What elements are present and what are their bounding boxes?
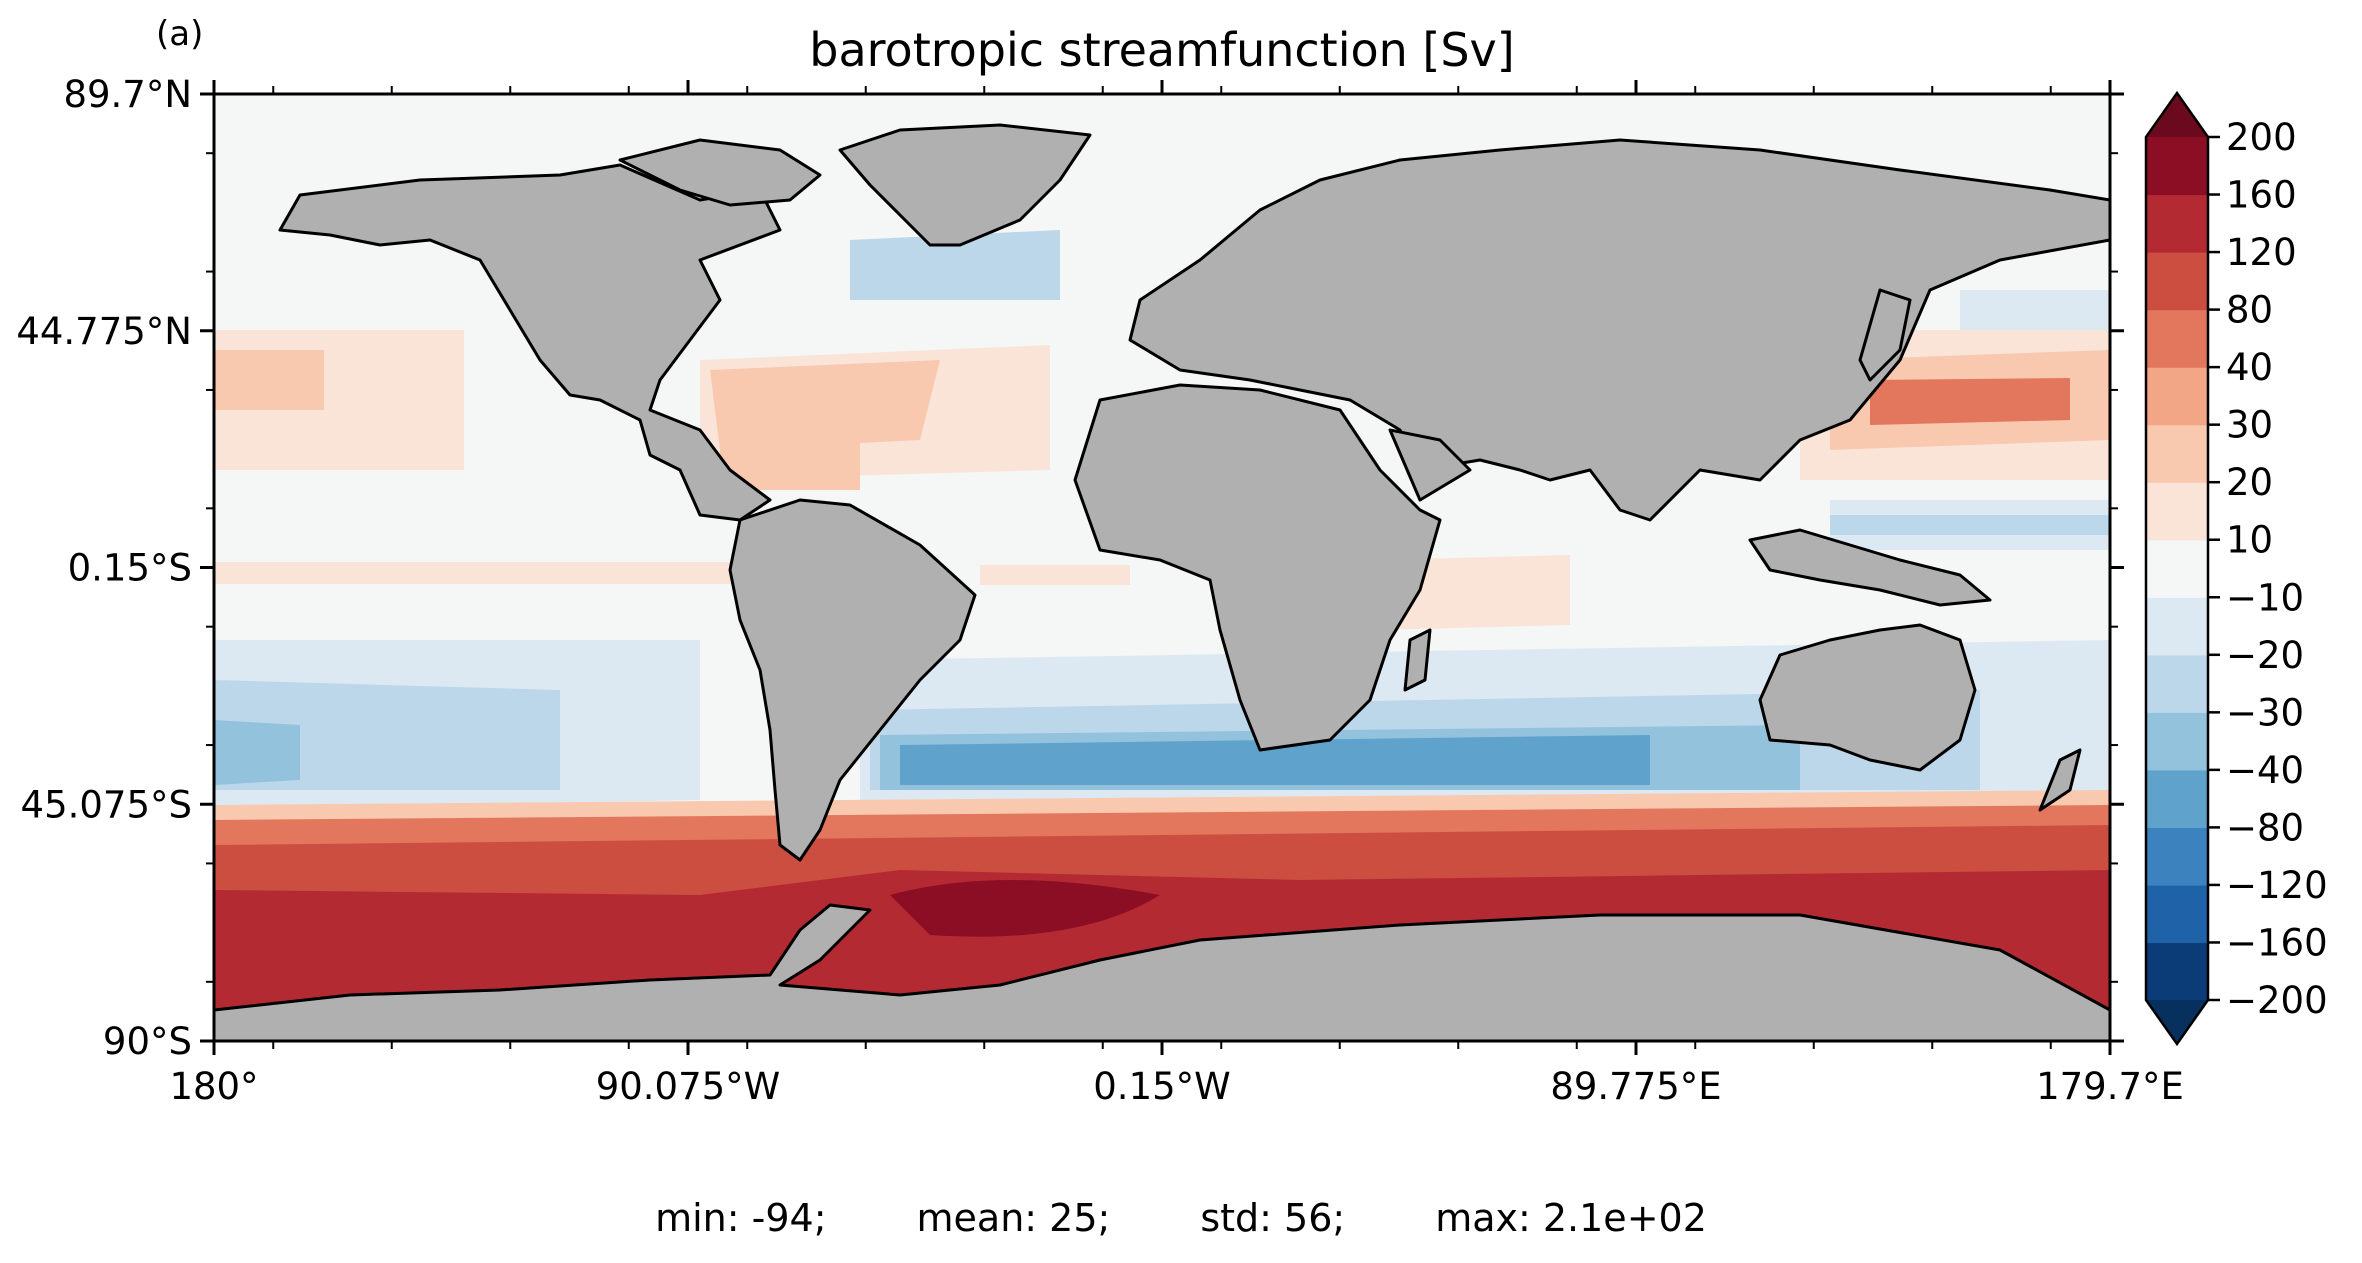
x-tick-label: 180° (169, 1065, 258, 1108)
colorbar-segment (2146, 654, 2208, 713)
colorbar-tick-label: −120 (2226, 864, 2328, 907)
band-equator-pacific (214, 562, 734, 584)
colorbar-segment (2146, 194, 2208, 253)
band-south-indian-neg4 (900, 735, 1650, 785)
colorbar-extend-max (2146, 93, 2208, 137)
band-north-pacific-pos-core (214, 350, 324, 410)
land-south-america (728, 498, 977, 862)
band-south-pacific-neg2 (214, 680, 560, 790)
land-antarctica (214, 903, 2110, 1041)
band-acc-160 (890, 880, 1160, 937)
colorbar-segment (2146, 942, 2208, 1001)
colorbar-tick-label: 40 (2226, 346, 2273, 389)
x-tick-label: 90.075°W (596, 1065, 781, 1108)
band-caribbean (720, 440, 860, 490)
band-subpolar-atlantic (850, 230, 1060, 300)
colorbar-tick-label: −160 (2226, 921, 2328, 964)
colorbar: −200 −160 −120 −80 −40 −30 −20 −10 10 20 30 40 80 120… (2144, 90, 2328, 1047)
stat-std: std: 56; (1200, 1196, 1346, 1240)
band-gulf-stream-core (710, 360, 940, 450)
stat-min: min: -94; (655, 1196, 827, 1240)
colorbar-tick-label: 10 (2226, 519, 2273, 562)
land-arabia-india-gap (1388, 428, 1472, 502)
colorbar-tick-label: 120 (2226, 231, 2297, 274)
panel-label: (a) (156, 14, 203, 54)
land-new-zealand (2038, 748, 2082, 812)
chart-title: barotropic streamfunction [Sv] (809, 23, 1514, 77)
colorbar-tick-label: 80 (2226, 289, 2273, 332)
colorbar-segment (2146, 424, 2208, 483)
x-tick-label: 179.7°E (2036, 1065, 2184, 1108)
band-south-pacific-neg3 (214, 720, 300, 785)
map-plot-area (214, 94, 2110, 1041)
stat-max: max: 2.1e+02 (1435, 1196, 1707, 1240)
statistics-line: min: -94; mean: 25; std: 56; max: 2.1e+02 (0, 1196, 2362, 1240)
y-tick-label: 0.15°S (68, 547, 192, 590)
colorbar-tick-label: 200 (2226, 116, 2297, 159)
land-greenland (838, 123, 1092, 247)
stat-mean: mean: 25; (916, 1196, 1111, 1240)
colorbar-tick-label: −20 (2226, 634, 2304, 677)
y-tick-label: 89.7°N (63, 73, 192, 116)
colorbar-tick-label: −80 (2226, 806, 2304, 849)
colorbar-segment (2146, 309, 2208, 368)
colorbar-tick-label: −30 (2226, 691, 2304, 734)
y-tick-label: 44.775°N (16, 310, 192, 353)
band-subpolar-pacific (1960, 290, 2110, 330)
colorbar-tick-label: 20 (2226, 461, 2273, 504)
colorbar-segment (2146, 482, 2208, 541)
colorbar-segment (2146, 884, 2208, 944)
band-kuroshio-core (1870, 378, 2070, 425)
land-africa (1073, 383, 1442, 752)
x-tick-label: 0.15°W (1093, 1065, 1230, 1108)
colorbar-tick-label: 160 (2226, 174, 2297, 217)
x-tick-label: 89.775°E (1550, 1065, 1721, 1108)
colorbar-segment (2146, 769, 2208, 828)
land-japan (1858, 288, 1912, 382)
colorbar-segment (2146, 712, 2208, 771)
land-eurasia (1128, 138, 2110, 522)
colorbar-segment (2146, 252, 2208, 311)
band-equator-atlantic (980, 565, 1130, 585)
colorbar-segment (2146, 539, 2208, 598)
land-canadian-arctic (618, 138, 822, 207)
x-axis: 180° 90.075°W 0.15°W 89.775°E 179.7°E (169, 80, 2184, 1108)
colorbar-extend-min (2146, 1000, 2208, 1044)
colorbar-tick-label: −200 (2226, 979, 2328, 1022)
band-indian-pos (1380, 555, 1570, 630)
colorbar-segment (2146, 827, 2208, 886)
colorbar-segment (2146, 367, 2208, 426)
colorbar-tick-label: −40 (2226, 749, 2304, 792)
colorbar-tick-label: −10 (2226, 576, 2304, 619)
land-madagascar (1403, 628, 1432, 692)
land-indonesia (1748, 528, 1992, 607)
land-australia (1758, 623, 1977, 772)
y-tick-label: 45.075°S (21, 783, 192, 826)
land-masses (214, 123, 2110, 1041)
y-tick-label: 90°S (103, 1020, 192, 1063)
colorbar-segment (2146, 597, 2208, 656)
band-west-pacific-neg2 (1830, 515, 2110, 535)
y-axis: 89.7°N 44.775°N 0.15°S 45.075°S 90°S (16, 73, 2124, 1063)
colorbar-tick-label: 30 (2226, 404, 2273, 447)
colorbar-segment (2146, 137, 2208, 196)
